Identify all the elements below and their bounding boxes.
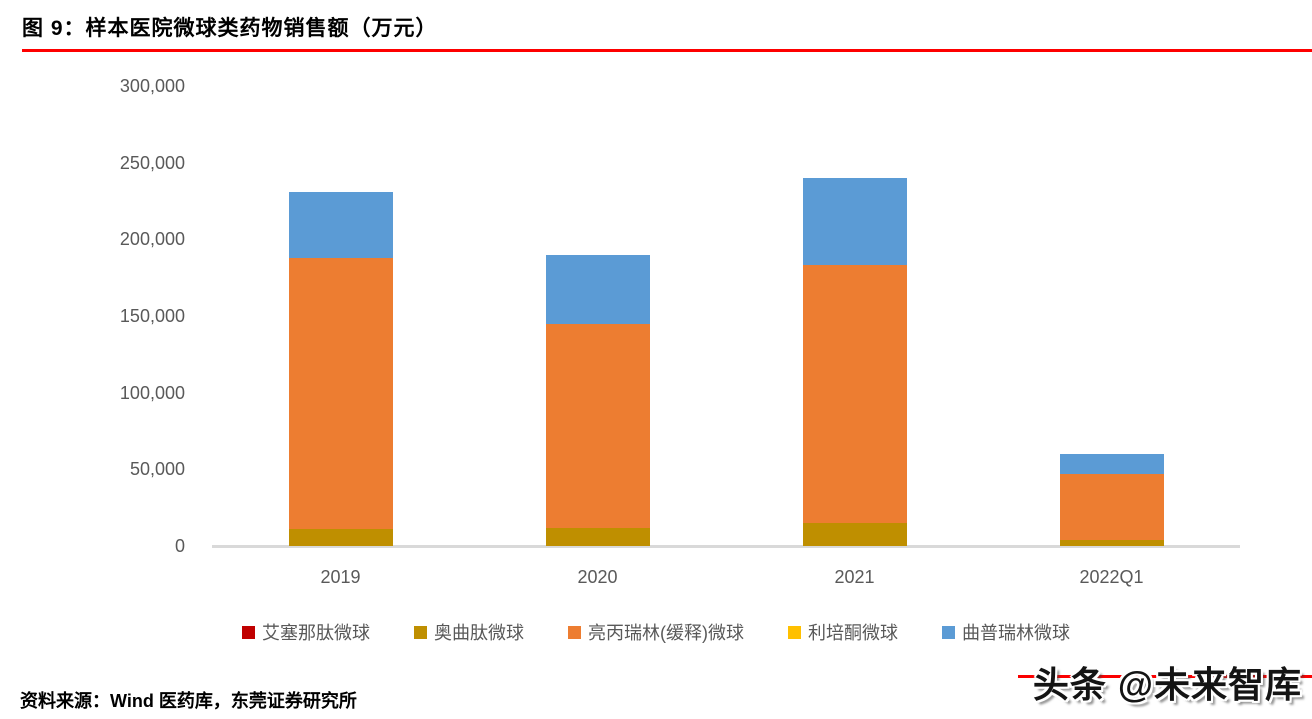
bar-segment xyxy=(802,523,907,546)
bar-segment xyxy=(802,265,907,523)
y-axis-tick-label: 0 xyxy=(174,536,185,556)
legend-color-swatch xyxy=(788,625,801,639)
legend-color-swatch xyxy=(568,625,581,639)
y-axis-tick-label: 200,000 xyxy=(119,229,185,250)
bar-segment xyxy=(288,529,393,546)
legend: 艾塞那肽微球 奥曲肽微球 亮丙瑞林(缓释)微球 利培酮微球 曲普瑞林微球 xyxy=(0,619,1312,645)
legend-item: 奥曲肽微球 xyxy=(414,619,524,645)
x-axis-category-label: 2020 xyxy=(577,567,618,587)
legend-label: 艾塞那肽微球 xyxy=(262,623,370,643)
legend-label: 曲普瑞林微球 xyxy=(962,623,1070,643)
y-axis-tick-label: 250,000 xyxy=(119,152,185,173)
legend-color-swatch xyxy=(414,625,427,639)
legend-color-swatch xyxy=(942,625,955,639)
bar-segment xyxy=(545,323,650,528)
legend-color-swatch xyxy=(242,625,255,639)
x-axis-category-label: 2021 xyxy=(834,567,875,587)
legend-label: 奥曲肽微球 xyxy=(434,623,524,643)
legend-item: 利培酮微球 xyxy=(788,619,898,645)
bar-segment xyxy=(1059,454,1164,474)
y-axis-tick-label: 100,000 xyxy=(119,382,185,403)
y-axis-tick-label: 300,000 xyxy=(119,76,185,96)
bar-segment xyxy=(1059,473,1164,540)
y-axis-tick-label: 150,000 xyxy=(119,306,185,326)
bar-segment xyxy=(545,527,650,546)
title-underline xyxy=(22,49,1312,52)
legend-item: 亮丙瑞林(缓释)微球 xyxy=(568,619,744,645)
x-axis-line xyxy=(212,545,1240,548)
figure-title: 图 9：样本医院微球类药物销售额（万元） xyxy=(22,17,438,40)
x-axis-category-label: 2019 xyxy=(320,567,361,587)
bar-segment xyxy=(1059,539,1164,546)
bar-segment xyxy=(288,257,393,530)
y-axis-tick-label: 50,000 xyxy=(129,459,185,480)
bar-segment xyxy=(545,254,650,324)
legend-item: 艾塞那肽微球 xyxy=(242,619,370,645)
legend-label: 亮丙瑞林(缓释)微球 xyxy=(588,623,744,643)
legend-item: 曲普瑞林微球 xyxy=(942,619,1070,645)
x-axis-category-label: 2022Q1 xyxy=(1079,567,1144,587)
bar-segment xyxy=(288,191,393,258)
bar-segment xyxy=(802,178,907,266)
watermark-strikethrough-line xyxy=(1018,675,1312,678)
watermark-text: 头条 @未来智库 xyxy=(1032,664,1302,705)
legend-label: 利培酮微球 xyxy=(808,623,898,643)
source-note: 资料来源：Wind 医药库，东莞证券研究所 xyxy=(20,691,357,711)
